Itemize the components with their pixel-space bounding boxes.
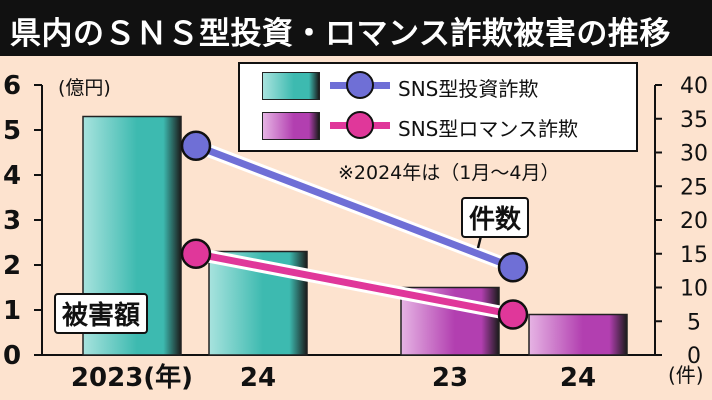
x-tick-label: 2023(年) — [71, 362, 193, 393]
romance-count-point-0 — [180, 238, 212, 269]
right-unit-label: (件) — [668, 363, 704, 387]
investment-count-point-0 — [180, 130, 212, 161]
investment-legend-bar-swatch — [262, 72, 320, 100]
left-tick-label: 6 — [3, 71, 21, 101]
romance-count-line — [192, 250, 517, 318]
legend-label-investment: SNS型投資詐欺 — [398, 77, 539, 101]
romance-legend-marker — [346, 111, 374, 139]
legend: SNS型投資詐欺 SNS型ロマンス詐欺 — [238, 62, 638, 152]
x-tick-label: 23 — [432, 363, 468, 393]
right-tick-label: 40 — [680, 74, 708, 99]
right-tick-label: 5 — [687, 310, 701, 335]
right-tick-label: 20 — [680, 209, 708, 234]
legend-label-romance: SNS型ロマンス詐欺 — [398, 117, 578, 141]
title-bar: 県内のＳＮＳ型投資・ロマンス詐欺被害の推移 — [0, 0, 712, 56]
case-count-callout: 件数 — [461, 197, 530, 238]
x-tick-label: 24 — [240, 363, 276, 393]
investment-legend-marker — [346, 71, 374, 99]
investment-count-point-1 — [497, 252, 529, 283]
damage-amount-callout: 被害額 — [54, 293, 149, 334]
chart-title: 県内のＳＮＳ型投資・ロマンス詐欺被害の推移 — [10, 16, 671, 52]
left-tick-label: 2 — [3, 251, 21, 281]
left-tick-label: 4 — [3, 161, 21, 191]
period-note: ※2024年は（1月～4月） — [338, 162, 560, 184]
bar-romance-24 — [528, 313, 628, 356]
right-tick-label: 15 — [680, 243, 708, 268]
left-unit-label: (億円) — [58, 77, 111, 99]
right-tick-label: 10 — [680, 277, 708, 302]
left-tick-label: 1 — [3, 296, 21, 326]
romance-count-point-1 — [497, 299, 529, 330]
left-tick-label: 5 — [3, 116, 21, 146]
left-tick-label: 3 — [3, 206, 21, 236]
x-tick-label: 24 — [560, 363, 596, 393]
right-tick-label: 30 — [680, 142, 708, 167]
right-tick-label: 35 — [680, 108, 708, 133]
right-tick-label: 0 — [687, 344, 701, 369]
romance-legend-bar-swatch — [262, 112, 320, 140]
investment-count-line — [192, 142, 517, 271]
right-tick-label: 25 — [680, 175, 708, 200]
left-tick-label: 0 — [3, 341, 21, 371]
